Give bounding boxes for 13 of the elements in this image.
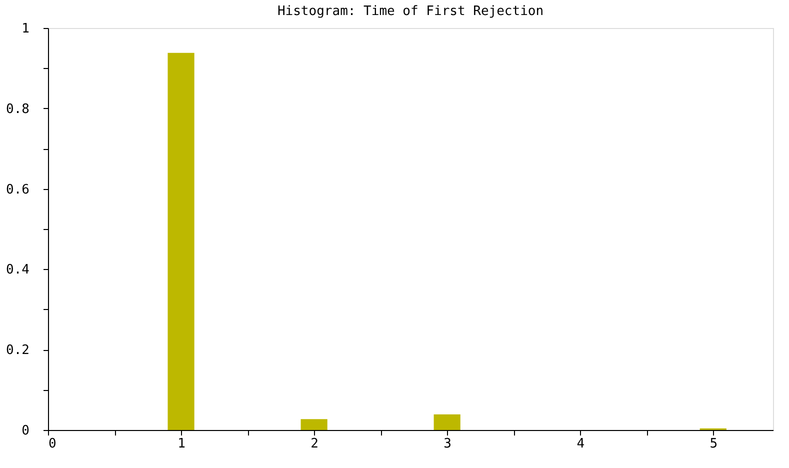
y-tick-label: 0 <box>22 424 30 438</box>
x-tick-label: 2 <box>310 436 318 452</box>
x-tick-label: 0 <box>48 436 56 452</box>
y-tick-label: 1 <box>22 22 30 36</box>
y-tick-label: 0.6 <box>6 182 30 198</box>
x-tick-label: 3 <box>444 436 452 452</box>
x-tick-label: 1 <box>178 436 186 452</box>
x-tick-label: 5 <box>710 436 718 452</box>
chart-title: Histogram: Time of First Rejection <box>277 4 544 19</box>
y-tick-label: 0.8 <box>6 102 30 117</box>
y-tick-label: 0.4 <box>6 262 30 278</box>
x-tick-label: 4 <box>576 436 585 452</box>
y-tick-label: 0.2 <box>6 343 30 358</box>
